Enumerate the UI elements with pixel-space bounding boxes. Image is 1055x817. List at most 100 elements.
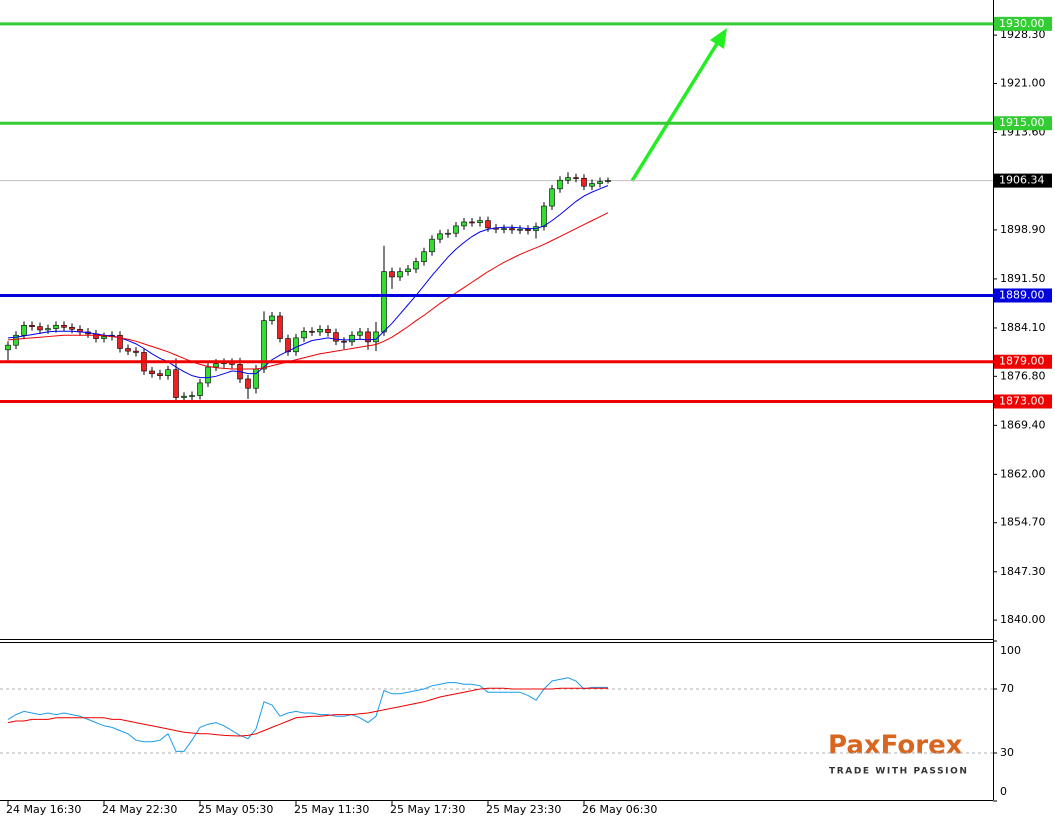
candle-body xyxy=(581,177,587,187)
candle-body xyxy=(445,232,451,235)
candle-body xyxy=(437,233,443,240)
candle-body xyxy=(349,334,355,343)
y-tick-label: 30 xyxy=(1000,746,1014,759)
oscillator-line xyxy=(7,687,608,737)
candle-body xyxy=(605,180,611,182)
candle-body xyxy=(293,337,299,353)
level-label: 1930.00 xyxy=(999,17,1045,30)
trend-arrow xyxy=(630,41,720,182)
moving-average xyxy=(7,185,609,379)
level-label: 1873.00 xyxy=(999,394,1045,407)
level-label-box xyxy=(994,354,1052,369)
candle-body xyxy=(525,228,531,231)
candle-body xyxy=(37,326,43,331)
candle-body xyxy=(397,271,403,278)
candle-body xyxy=(181,395,187,398)
candle-body xyxy=(205,366,211,384)
candle-body xyxy=(197,382,203,396)
candle-body xyxy=(101,336,107,339)
y-tick-label: 1862.00 xyxy=(1000,467,1046,480)
candle-body xyxy=(325,328,331,333)
candle-body xyxy=(285,338,291,353)
y-tick-label: 0 xyxy=(1000,785,1007,798)
y-tick-label: 1876.80 xyxy=(1000,369,1046,382)
y-tick-label: 1884.10 xyxy=(1000,321,1046,334)
level-label: 1889.00 xyxy=(999,288,1045,301)
candle-body xyxy=(117,334,123,349)
candle-body xyxy=(21,325,27,336)
candle-body xyxy=(269,315,275,321)
candle-body xyxy=(565,177,571,181)
candle-body xyxy=(549,188,555,207)
candle-body xyxy=(429,238,435,253)
candle-body xyxy=(133,350,139,353)
y-tick-label: 1869.40 xyxy=(1000,418,1046,431)
candle-body xyxy=(357,331,363,336)
candle-body xyxy=(461,221,467,227)
logo: PaxForex TRADE WITH PASSION xyxy=(828,731,967,777)
logo-name: PaxForex xyxy=(828,731,963,761)
candle-body xyxy=(517,228,523,231)
candle-body xyxy=(333,332,339,342)
candle-body xyxy=(485,220,491,229)
candle-body xyxy=(317,328,323,333)
x-tick-label: 25 May 11:30 xyxy=(294,803,369,816)
candle-body xyxy=(589,183,595,187)
candle-body xyxy=(157,373,163,376)
candle-body xyxy=(469,221,475,224)
candle-body xyxy=(189,395,195,397)
candle-body xyxy=(405,268,411,272)
level-label: 1879.00 xyxy=(999,355,1045,368)
candle-body xyxy=(29,325,35,327)
candle-body xyxy=(125,348,131,352)
candle-body xyxy=(365,331,371,343)
oscillator-line xyxy=(7,677,608,752)
y-tick-label: 100 xyxy=(1000,644,1021,657)
candle-body xyxy=(541,205,547,227)
y-tick-label: 1898.90 xyxy=(1000,223,1046,236)
x-tick-label: 25 May 17:30 xyxy=(390,803,465,816)
candle-body xyxy=(69,326,75,330)
x-tick-label: 24 May 22:30 xyxy=(102,803,177,816)
candle-body xyxy=(413,261,419,270)
candle-body xyxy=(341,340,347,343)
candle-body xyxy=(301,330,307,339)
y-tick-label: 1921.00 xyxy=(1000,76,1046,89)
candle-body xyxy=(165,369,171,376)
candle-body xyxy=(245,378,251,389)
level-label: 1915.00 xyxy=(999,116,1045,129)
candle-body xyxy=(173,369,179,398)
candle-body xyxy=(309,330,315,333)
x-tick-label: 25 May 23:30 xyxy=(486,803,561,816)
candle-body xyxy=(557,179,563,190)
candle-body xyxy=(501,228,507,230)
y-tick-label: 1840.00 xyxy=(1000,613,1046,626)
candle-body xyxy=(61,325,67,328)
y-tick-label: 70 xyxy=(1000,682,1014,695)
x-tick-label: 25 May 05:30 xyxy=(198,803,273,816)
level-label-box xyxy=(994,394,1052,409)
candle-body xyxy=(597,181,603,184)
last-price-box xyxy=(994,173,1052,188)
y-tick-label: 1854.70 xyxy=(1000,516,1046,529)
candle-body xyxy=(149,370,155,374)
candle-body xyxy=(261,320,267,370)
candle-body xyxy=(5,344,11,351)
candle-body xyxy=(53,325,59,329)
x-tick-label: 26 May 06:30 xyxy=(582,803,657,816)
candle-body xyxy=(381,271,387,333)
trend-arrow-head xyxy=(710,28,727,49)
moving-average xyxy=(7,212,609,370)
candle-body xyxy=(45,328,51,331)
last-price-label: 1906.34 xyxy=(999,174,1045,187)
candle-body xyxy=(389,271,395,278)
y-tick-label: 1847.30 xyxy=(1000,565,1046,578)
candle-body xyxy=(277,315,283,339)
y-tick-label: 1891.50 xyxy=(1000,272,1046,285)
level-label-box xyxy=(994,116,1052,131)
candle-body xyxy=(13,334,19,346)
level-label-box xyxy=(994,16,1052,31)
y-tick-label: 1928.30 xyxy=(1000,28,1046,41)
